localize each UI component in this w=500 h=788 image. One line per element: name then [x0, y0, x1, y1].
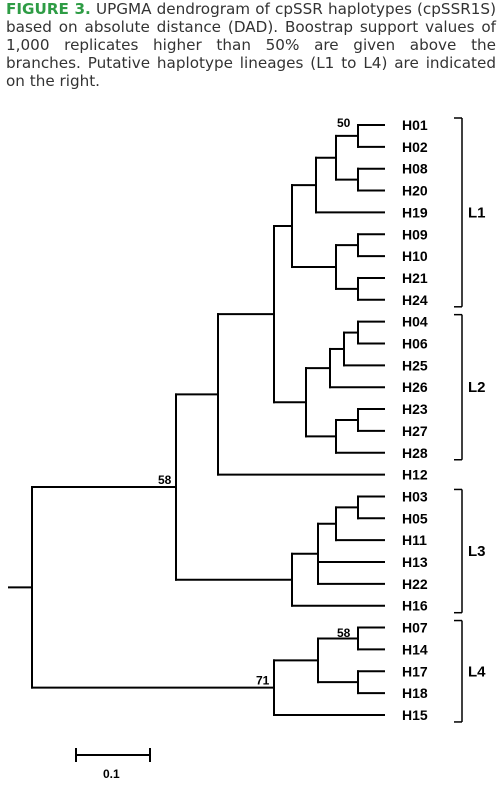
- tip-label: H11: [402, 532, 427, 548]
- tip-label: H08: [402, 161, 428, 177]
- tip-label: H23: [402, 401, 428, 417]
- tip-label: H17: [402, 663, 428, 679]
- tip-label: H13: [402, 554, 428, 570]
- lineage-label: L1: [468, 204, 486, 221]
- tip-label: H24: [402, 292, 428, 308]
- scale-label: 0.1: [103, 767, 120, 781]
- tip-label: H09: [402, 226, 428, 242]
- caption-text: UPGMA dendrogram of cpSSR haplotypes (cp…: [6, 0, 496, 90]
- lineage-label: L4: [468, 663, 486, 680]
- tip-label: H01: [402, 117, 428, 133]
- tip-label: H06: [402, 336, 428, 352]
- figure-label: FIGURE 3.: [6, 0, 91, 18]
- tip-label: H21: [402, 270, 428, 286]
- tip-label: H12: [402, 467, 428, 483]
- tip-label: H28: [402, 445, 428, 461]
- tip-label: H18: [402, 685, 428, 701]
- scale-bar: 0.1: [75, 748, 151, 781]
- bootstrap-value: 58: [158, 473, 172, 487]
- lineage-label: L2: [468, 379, 486, 396]
- tip-label: H03: [402, 488, 428, 504]
- tip-labels: H01 H02 H08 H20 H19 H09 H10 H21 H24 H04 H06 H25 H26 H…: [402, 117, 428, 723]
- tip-label: H27: [402, 423, 428, 439]
- tip-label: H20: [402, 183, 428, 199]
- tip-label: H02: [402, 139, 428, 155]
- tip-label: H14: [402, 641, 428, 657]
- bootstrap-labels: 50 58 58 71: [158, 116, 351, 688]
- tip-label: H22: [402, 576, 428, 592]
- tip-label: H05: [402, 510, 428, 526]
- tip-label: H26: [402, 379, 428, 395]
- tip-label: H07: [402, 620, 428, 636]
- tip-label: H25: [402, 357, 428, 373]
- bootstrap-value: 71: [256, 674, 270, 688]
- tip-label: H15: [402, 707, 428, 723]
- tree-branches: [8, 124, 385, 716]
- tip-label: H19: [402, 204, 428, 220]
- bootstrap-value: 58: [337, 626, 351, 640]
- tip-label: H10: [402, 248, 428, 264]
- bootstrap-value: 50: [337, 116, 351, 130]
- tip-label: H16: [402, 598, 428, 614]
- lineage-label: L3: [468, 543, 486, 560]
- figure-caption: FIGURE 3. UPGMA dendrogram of cpSSR hapl…: [6, 0, 496, 90]
- lineage-brackets: L1 L2 L3 L4: [454, 117, 486, 723]
- tip-label: H04: [402, 314, 428, 330]
